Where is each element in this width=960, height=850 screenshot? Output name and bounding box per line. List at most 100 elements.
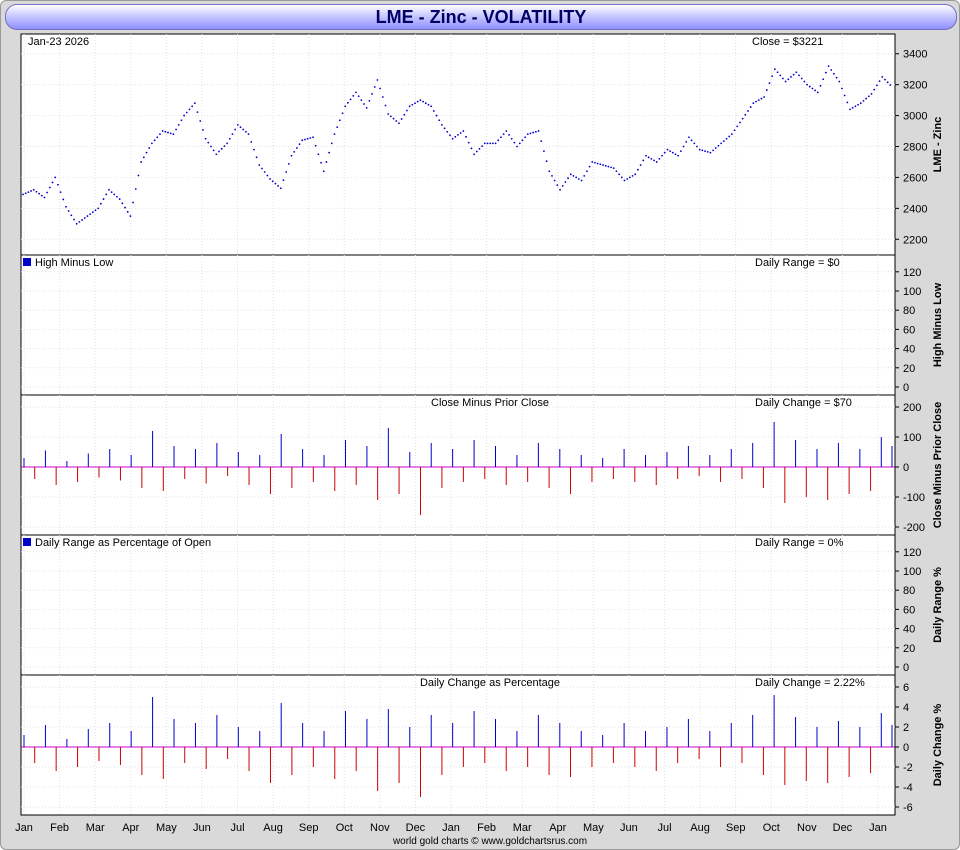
- price-point: [27, 191, 30, 194]
- price-point: [57, 183, 59, 186]
- price-point: [688, 136, 690, 139]
- price-point: [701, 149, 704, 152]
- y-tick-label: 0: [903, 662, 909, 674]
- price-point: [653, 159, 655, 162]
- price-point: [65, 205, 67, 208]
- y-tick-label: 120: [903, 267, 921, 279]
- price-point: [253, 148, 255, 151]
- price-point: [419, 99, 422, 102]
- price-point: [349, 98, 352, 101]
- y-tick-label: -2: [903, 762, 913, 774]
- price-point: [236, 123, 239, 126]
- price-point: [722, 140, 725, 142]
- y-tick-label: 20: [903, 363, 915, 375]
- price-point: [639, 164, 642, 166]
- price-point: [432, 110, 435, 112]
- price-point: [274, 182, 277, 185]
- price-point: [172, 133, 175, 136]
- price-point: [516, 145, 518, 148]
- x-tick-label: Jul: [230, 822, 244, 834]
- y-tick-label: 2200: [903, 234, 927, 246]
- price-point: [290, 154, 293, 157]
- price-point: [161, 130, 164, 132]
- price-point: [521, 139, 524, 142]
- price-point: [583, 174, 586, 177]
- price-point: [199, 120, 202, 122]
- price-point: [137, 174, 140, 177]
- price-point: [105, 193, 108, 196]
- price-point: [191, 105, 194, 108]
- y-tick-label: 3400: [903, 49, 927, 61]
- price-point: [782, 77, 784, 80]
- price-point: [333, 133, 336, 136]
- x-tick-label: May: [583, 822, 604, 834]
- readout-label: Daily Change = $70: [755, 397, 852, 409]
- price-point: [344, 105, 347, 108]
- price-point: [725, 137, 728, 140]
- price-point: [368, 99, 371, 102]
- price-point: [365, 106, 368, 109]
- price-point: [422, 100, 424, 103]
- x-tick-label: Mar: [86, 822, 105, 834]
- price-point: [645, 154, 647, 157]
- price-point: [462, 130, 465, 132]
- price-point: [153, 139, 156, 142]
- price-point: [773, 68, 776, 71]
- price-point: [215, 153, 218, 156]
- price-point: [298, 143, 301, 146]
- x-tick-label: Oct: [763, 822, 780, 834]
- x-tick-label: Dec: [406, 822, 426, 834]
- price-point: [830, 69, 833, 71]
- readout-label: Close = $3221: [752, 36, 823, 48]
- price-point: [126, 210, 129, 213]
- price-point: [642, 159, 645, 162]
- y-axis-label: Close Minus Prior Close: [932, 402, 944, 529]
- title-bar: LME - Zinc - VOLATILITY: [5, 4, 957, 30]
- price-point: [30, 190, 32, 192]
- price-point: [795, 71, 798, 74]
- price-point: [548, 170, 551, 173]
- x-tick-label: Jul: [657, 822, 671, 834]
- price-point: [765, 89, 768, 91]
- price-point: [51, 181, 54, 184]
- price-point: [712, 149, 714, 152]
- price-point: [790, 76, 792, 78]
- price-point: [210, 145, 212, 148]
- price-point: [720, 142, 723, 145]
- price-point: [851, 106, 854, 109]
- price-point: [798, 74, 800, 77]
- price-point: [363, 103, 365, 105]
- price-point: [287, 162, 290, 165]
- price-point: [403, 113, 406, 116]
- price-point: [526, 133, 529, 136]
- price-point: [159, 133, 161, 136]
- price-point: [508, 134, 510, 136]
- y-tick-label: -6: [903, 802, 913, 814]
- price-point: [661, 154, 663, 157]
- price-point: [865, 97, 868, 100]
- y-tick-label: 100: [903, 432, 921, 444]
- price-point: [440, 123, 443, 126]
- price-point: [854, 105, 857, 108]
- price-point: [129, 215, 132, 217]
- price-point: [180, 119, 183, 122]
- price-point: [564, 181, 567, 183]
- price-point: [167, 131, 169, 134]
- price-point: [258, 164, 261, 166]
- price-point: [277, 185, 279, 187]
- price-point: [220, 147, 223, 150]
- price-point: [24, 192, 27, 195]
- x-tick-label: Sep: [299, 822, 319, 834]
- price-point: [244, 130, 247, 133]
- y-tick-label: 80: [903, 305, 915, 317]
- panel-label: Close Minus Prior Close: [431, 397, 549, 409]
- price-point: [467, 141, 470, 144]
- price-point: [655, 161, 658, 163]
- price-point: [819, 84, 822, 87]
- y-tick-label: 2: [903, 722, 909, 734]
- price-point: [108, 188, 110, 191]
- price-point: [567, 177, 569, 180]
- price-point: [886, 81, 889, 84]
- price-point: [618, 173, 621, 176]
- x-tick-label: Aug: [263, 822, 283, 834]
